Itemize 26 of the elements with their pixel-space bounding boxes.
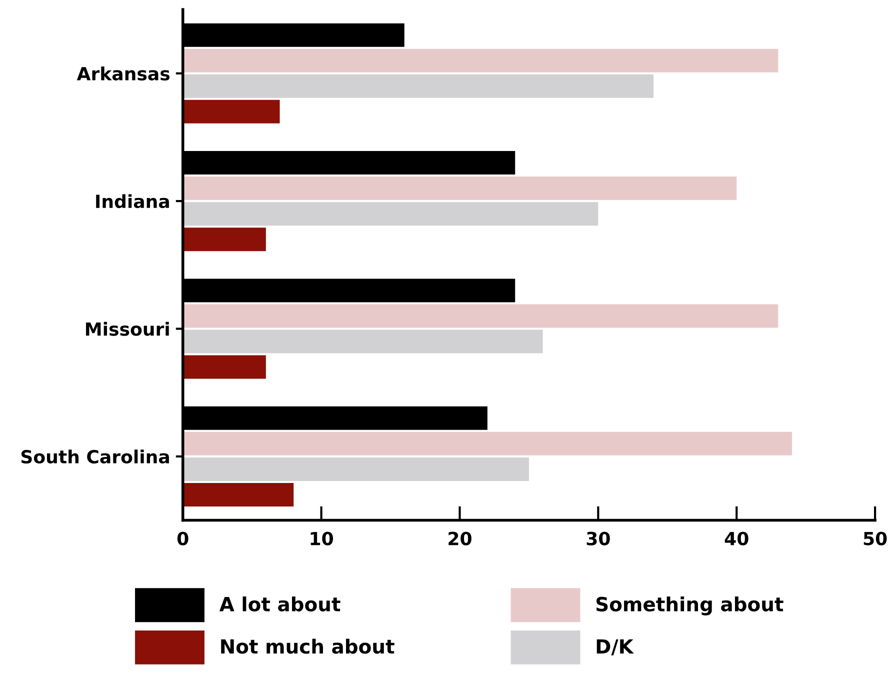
bar — [182, 48, 778, 72]
y-tick-label: Arkansas — [76, 66, 170, 80]
legend-label: D/K — [596, 639, 634, 656]
x-tick-label: 40 — [724, 532, 748, 546]
bar — [182, 202, 598, 226]
bar — [182, 330, 543, 354]
bar — [182, 457, 529, 481]
bar — [182, 74, 654, 98]
bar — [182, 228, 266, 252]
x-tick-label: 50 — [864, 532, 887, 546]
x-tick-label: 10 — [310, 532, 333, 546]
legend-label: Something about — [596, 596, 784, 616]
y-tick-label: Indiana — [96, 194, 169, 208]
bar — [182, 304, 778, 328]
bar — [182, 483, 294, 506]
legend-label: Not much about — [221, 638, 394, 654]
x-tick-label: 0 — [177, 532, 188, 546]
bar — [182, 100, 280, 124]
bar — [182, 176, 737, 200]
y-tick-label: South Carolina — [21, 450, 169, 464]
legend-label: A lot about — [219, 596, 340, 612]
bar — [182, 355, 266, 379]
y-tick-label: Missouri — [86, 322, 169, 336]
bar — [182, 432, 792, 456]
x-tick-label: 30 — [586, 532, 610, 546]
x-tick-label: 20 — [448, 532, 472, 546]
